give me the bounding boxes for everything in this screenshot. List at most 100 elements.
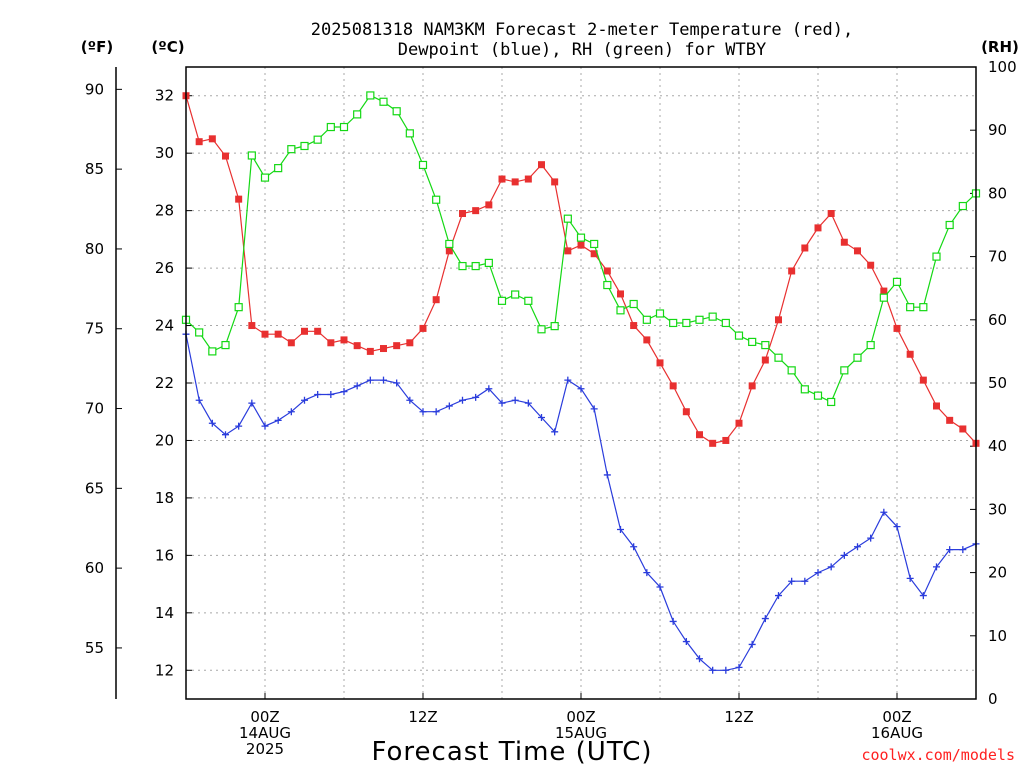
data-point <box>405 129 414 138</box>
data-point <box>551 428 559 436</box>
data-point <box>735 419 743 427</box>
credit-text: coolwx.com/models <box>861 746 1015 764</box>
celsius-tick-label: 32 <box>155 87 174 105</box>
time-tick-label: 00Z <box>250 708 279 726</box>
time-tick-label: 15AUG <box>555 724 607 742</box>
data-point <box>393 379 401 387</box>
fahrenheit-tick-label: 75 <box>85 320 104 338</box>
data-point <box>497 296 507 305</box>
data-point <box>577 241 585 249</box>
celsius-tick-label: 18 <box>155 489 174 507</box>
series-0 <box>182 92 980 447</box>
data-point <box>392 107 401 116</box>
data-point <box>222 152 229 160</box>
data-point <box>932 252 941 261</box>
data-point <box>564 376 572 384</box>
data-point <box>339 122 349 132</box>
data-point <box>432 408 440 416</box>
data-point <box>669 382 677 390</box>
data-point <box>946 416 954 424</box>
data-point <box>800 385 809 394</box>
rh-tick-label: 80 <box>988 184 1007 202</box>
data-point <box>590 250 598 258</box>
data-point <box>775 316 782 324</box>
data-point <box>788 577 796 585</box>
celsius-tick-label: 26 <box>155 259 174 277</box>
data-point <box>419 324 427 332</box>
data-point <box>458 261 467 271</box>
data-point <box>709 439 717 447</box>
data-point <box>498 399 506 407</box>
data-point <box>353 110 362 119</box>
data-point <box>735 663 743 671</box>
celsius-tick-label: 20 <box>155 431 174 449</box>
data-point <box>300 141 309 151</box>
data-point <box>472 207 480 215</box>
data-point <box>669 318 678 328</box>
data-point <box>222 431 229 439</box>
data-point <box>906 303 915 312</box>
data-point <box>432 195 441 204</box>
data-point <box>498 175 506 183</box>
rh-tick-label: 0 <box>988 690 998 708</box>
time-tick-label: 00Z <box>882 708 911 726</box>
fahrenheit-tick-label: 65 <box>85 479 104 497</box>
data-point <box>550 322 559 331</box>
data-point <box>235 422 243 430</box>
data-point <box>840 238 848 246</box>
data-point <box>590 405 598 413</box>
data-point <box>617 290 624 298</box>
data-point <box>538 161 545 169</box>
data-point <box>603 471 611 479</box>
fahrenheit-tick-label: 85 <box>85 160 104 178</box>
data-point <box>366 347 374 355</box>
data-point <box>234 303 243 312</box>
data-point <box>235 195 243 203</box>
data-point <box>577 385 585 393</box>
data-point <box>827 563 835 571</box>
data-point <box>801 244 809 252</box>
rh-tick-label: 40 <box>988 437 1007 455</box>
chart-title-line1: 2025081318 NAM3KM Forecast 2-meter Tempe… <box>311 20 853 40</box>
data-point <box>708 312 717 321</box>
data-point <box>445 247 453 255</box>
data-point <box>208 419 216 427</box>
celsius-tick-label: 28 <box>155 202 174 220</box>
data-point <box>406 339 414 347</box>
data-point <box>642 315 651 324</box>
data-point <box>854 543 861 551</box>
rh-unit-label: (RH) <box>981 38 1019 56</box>
data-point <box>419 408 427 416</box>
data-point <box>721 318 730 328</box>
data-point <box>879 293 888 302</box>
data-point <box>722 436 730 444</box>
data-point <box>616 306 625 315</box>
data-point <box>893 523 901 531</box>
data-point <box>379 97 388 106</box>
data-point <box>353 342 361 350</box>
data-point <box>301 327 308 335</box>
data-point <box>380 345 387 353</box>
data-point <box>406 396 414 404</box>
data-point <box>314 390 322 398</box>
data-point <box>445 402 453 410</box>
data-point <box>340 336 348 344</box>
data-point <box>471 261 480 271</box>
fahrenheit-tick-label: 70 <box>85 400 104 418</box>
data-point <box>393 342 401 350</box>
celsius-tick-label: 30 <box>155 144 174 162</box>
data-point <box>813 391 823 400</box>
data-point <box>260 173 270 182</box>
rh-tick-label: 100 <box>988 58 1017 76</box>
data-point <box>945 220 954 230</box>
data-point <box>656 583 664 591</box>
data-point <box>959 546 967 554</box>
data-point <box>906 574 914 582</box>
data-point <box>221 340 230 350</box>
data-point <box>761 356 769 364</box>
data-point <box>682 408 690 416</box>
data-point <box>801 577 809 585</box>
data-point <box>195 138 203 146</box>
data-point <box>511 178 519 186</box>
